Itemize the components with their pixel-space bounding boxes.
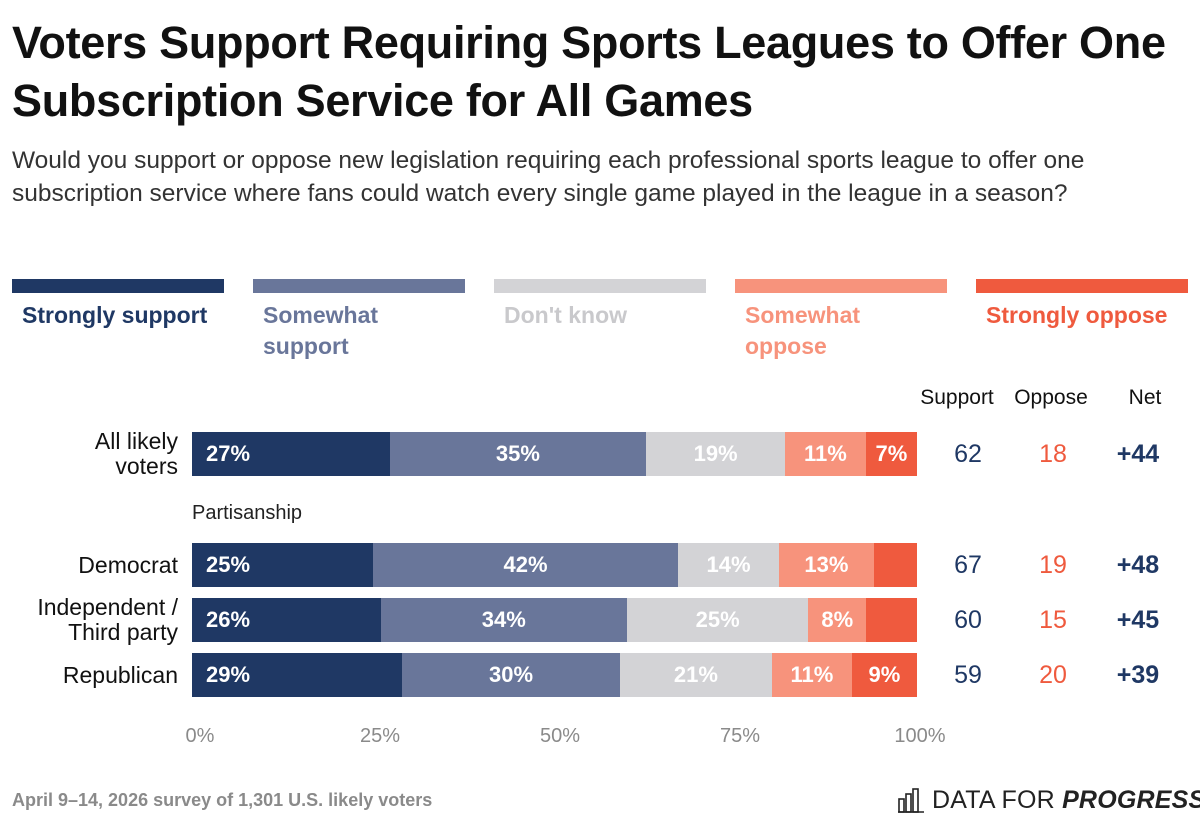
bar-value-label: 25% — [695, 607, 740, 632]
legend-swatch — [494, 279, 706, 293]
oppose-value: 20 — [1039, 661, 1067, 689]
legend-label: Don't know — [504, 302, 628, 328]
bar-value-label: 30% — [488, 662, 534, 687]
column-header-support: Support — [920, 386, 994, 409]
bar-value-label: 19% — [693, 441, 738, 466]
legend-label: Somewhat support — [263, 302, 379, 359]
legend-item: Somewhat oppose — [735, 279, 947, 362]
bar-segment — [192, 543, 374, 587]
row-label: All likely voters — [94, 428, 178, 479]
net-value: +45 — [1116, 606, 1160, 634]
bar-value-label: 11% — [804, 441, 847, 466]
bar-value-label: 9% — [868, 662, 901, 687]
bar-value-label: 25% — [206, 552, 251, 577]
oppose-value: 15 — [1039, 606, 1067, 634]
bar-value-label: 42% — [503, 552, 548, 577]
row-label: Republican — [62, 661, 178, 688]
net-value: +48 — [1116, 551, 1160, 579]
bar-value-label: 8% — [821, 607, 854, 632]
support-value: 62 — [954, 440, 982, 468]
legend-swatch — [12, 279, 224, 293]
bar-value-label: 21% — [673, 662, 718, 687]
oppose-value: 18 — [1039, 440, 1067, 468]
net-value: +39 — [1116, 661, 1160, 689]
support-value: 59 — [954, 661, 982, 689]
bar-value-label: 14% — [706, 552, 751, 577]
stacked-bar: 26% 34% 25% 8% — [192, 598, 917, 642]
brand-name-light: DATA FOR — [932, 785, 1055, 814]
footer-source: April 9–14, 2026 survey of 1,301 U.S. li… — [12, 790, 433, 810]
stacked-bar: 27% 35% 19% 11% 7% — [192, 432, 917, 476]
bar-segment — [380, 598, 627, 642]
support-value: 67 — [954, 551, 982, 579]
stacked-bar: 25% 42% 14% 13% — [192, 543, 917, 587]
x-tick-label: 50% — [539, 725, 581, 747]
legend-swatch — [253, 279, 465, 293]
support-value: 60 — [954, 606, 982, 634]
bar-segment — [192, 653, 403, 697]
legend-label: Somewhat oppose — [745, 302, 861, 359]
bar-segment — [192, 432, 390, 476]
legend-item: Strongly support — [12, 279, 224, 331]
row-label: Independent / Third party — [37, 594, 178, 645]
oppose-value: 19 — [1039, 551, 1067, 579]
x-tick-label: 25% — [359, 725, 401, 747]
legend-swatch — [735, 279, 947, 293]
x-tick-label: 75% — [719, 725, 761, 747]
legend-swatch — [976, 279, 1188, 293]
bar-value-label: 11% — [790, 662, 834, 687]
bar-segment — [808, 598, 867, 642]
bar-value-label: 27% — [206, 441, 251, 466]
chart-subtitle: Would you support or oppose new legislat… — [12, 147, 1085, 207]
legend-label: Strongly oppose — [986, 302, 1168, 328]
bar-segment — [851, 653, 917, 697]
bar-segment — [865, 432, 917, 476]
legend-label: Strongly support — [22, 302, 208, 328]
bar-segment — [873, 543, 917, 587]
bar-value-label: 35% — [495, 441, 540, 466]
x-tick-label: 0% — [185, 725, 215, 747]
bar-value-label: 7% — [875, 441, 908, 466]
column-header-net: Net — [1128, 386, 1162, 409]
bar-segment — [192, 598, 381, 642]
bar-segment — [866, 598, 917, 642]
brand-logo: DATA FOR PROGRESS — [898, 782, 1200, 818]
bar-segment — [619, 653, 772, 697]
stacked-bar: 29% 30% 21% 11% 9% — [192, 653, 917, 697]
bar-chart-logo-icon — [898, 788, 924, 813]
bar-segment — [772, 653, 852, 697]
bar-value-label: 13% — [804, 552, 849, 577]
column-header-oppose: Oppose — [1014, 386, 1088, 409]
bar-value-label: 29% — [206, 662, 251, 687]
net-value: +44 — [1116, 440, 1160, 468]
legend-item: Don't know — [494, 279, 706, 331]
bar-segment — [373, 543, 678, 587]
bar-segment — [779, 543, 874, 587]
row-label: Democrat — [78, 551, 178, 578]
brand-name: DATA FOR PROGRESS — [932, 786, 1200, 815]
legend-item: Somewhat support — [253, 279, 465, 362]
x-tick-label: 100% — [894, 725, 946, 747]
bar-segment — [677, 543, 780, 587]
chart-title: Voters Support Requiring Sports Leagues … — [12, 17, 1166, 126]
bar-segment — [389, 432, 647, 476]
bar-segment — [785, 432, 866, 476]
legend-item: Strongly oppose — [976, 279, 1188, 331]
bar-segment — [646, 432, 786, 476]
section-label-partisanship: Partisanship — [192, 502, 303, 524]
brand-name-bold: PROGRESS — [1062, 785, 1200, 814]
bar-segment — [627, 598, 809, 642]
bar-value-label: 26% — [206, 607, 251, 632]
bar-segment — [402, 653, 620, 697]
bar-value-label: 34% — [481, 607, 526, 632]
